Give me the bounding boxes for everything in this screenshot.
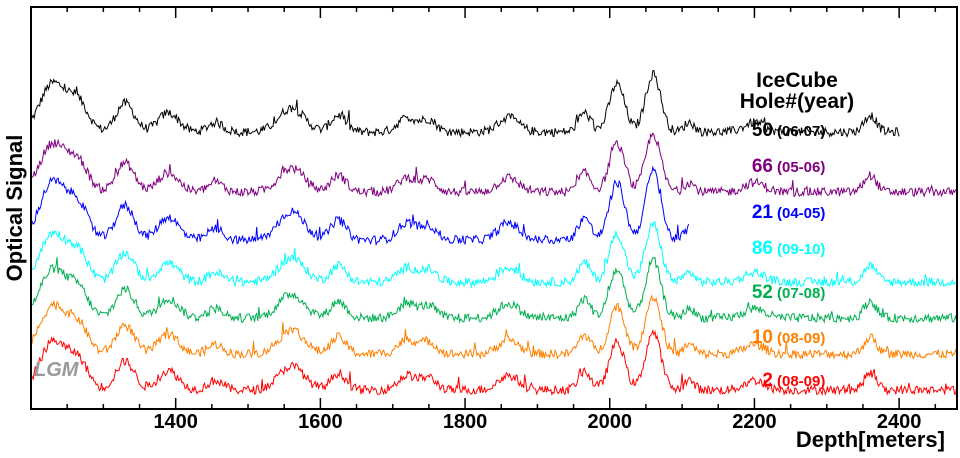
series-year-label: (08-09) <box>777 330 825 347</box>
traces <box>30 70 958 397</box>
series-hole-label: 50 <box>752 120 773 141</box>
x-tick-label: 2200 <box>732 411 777 433</box>
series-hole-label: 86 <box>752 238 773 259</box>
series-year-label: (08-09) <box>777 373 825 390</box>
series-year-label: (04-05) <box>777 205 825 222</box>
series-year-label: (05-06) <box>777 159 825 176</box>
trace-hole-66 <box>30 132 957 198</box>
y-axis-title: Optical Signal <box>2 135 27 282</box>
trace-hole-2 <box>30 329 958 397</box>
x-tick-label: 1800 <box>443 411 488 433</box>
plot-frame <box>30 6 958 410</box>
series-year-label: (09-10) <box>777 241 825 258</box>
lgm-annotation: LGM <box>34 359 80 381</box>
plot-background <box>31 7 957 409</box>
series-year-label: (07-08) <box>777 285 825 302</box>
legend-title-line1: IceCube <box>756 69 838 92</box>
x-tick-label: 2400 <box>877 411 922 433</box>
x-tick-label: 1600 <box>298 411 343 433</box>
series-year-label: (06-07) <box>777 123 825 140</box>
x-axis-title: Depth[meters] <box>796 427 945 452</box>
x-tick-label: 2000 <box>588 411 633 433</box>
legend-title-line2: Hole#(year) <box>740 90 854 113</box>
trace-hole-10 <box>30 294 958 361</box>
series-hole-label: 66 <box>752 156 773 177</box>
series-hole-label: 21 <box>752 202 774 223</box>
x-tick-label: 1400 <box>153 411 198 433</box>
trace-hole-50 <box>30 70 900 139</box>
trace-hole-21 <box>30 165 690 247</box>
series-hole-label: 52 <box>752 282 773 303</box>
trace-hole-86 <box>30 221 958 289</box>
series-labels: 50 (06-07)66 (05-06)21 (04-05)86 (09-10)52 (0… <box>752 120 826 391</box>
series-hole-label: 10 <box>752 327 773 348</box>
x-axis-ticks: 1400 1600 1800 2000 2200 2400 <box>30 7 937 433</box>
series-hole-label: 2 <box>762 370 773 391</box>
trace-hole-52 <box>30 256 958 324</box>
